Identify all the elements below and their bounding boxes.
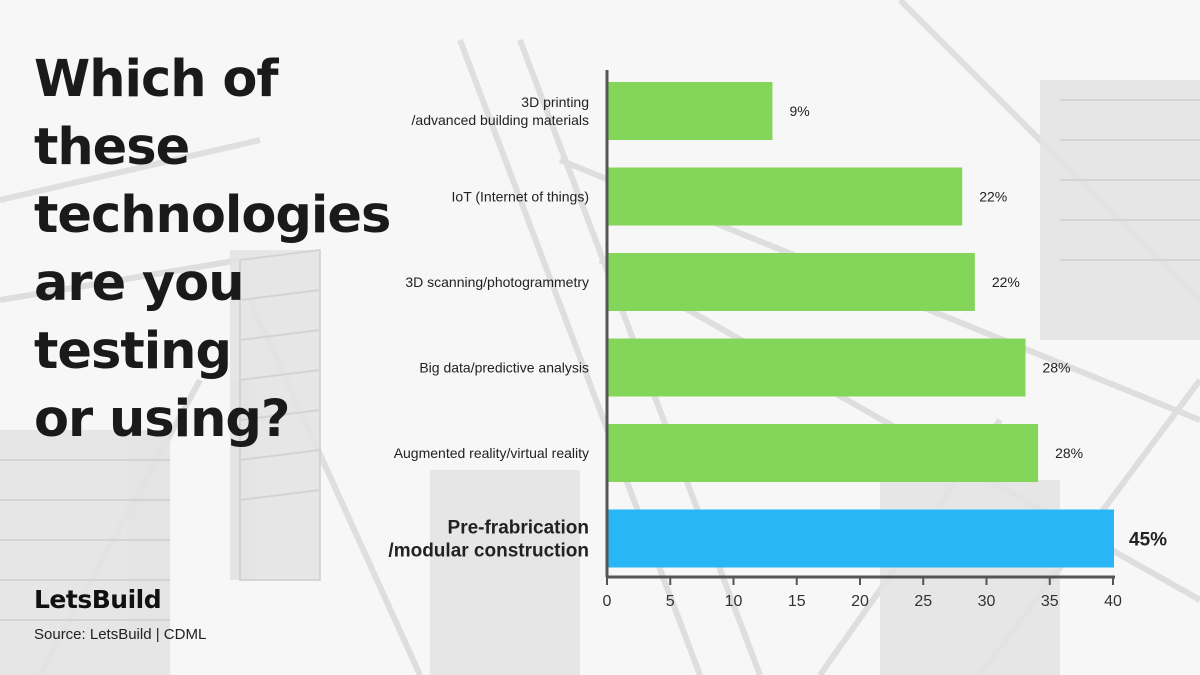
category-label: Big data/predictive analysis bbox=[419, 359, 589, 375]
bar bbox=[608, 424, 1039, 482]
data-label: 28% bbox=[1042, 360, 1070, 376]
chart-title: Which of these technologies are you test… bbox=[34, 46, 394, 454]
x-tick-label: 40 bbox=[1104, 593, 1122, 610]
title-line: are you bbox=[34, 254, 245, 313]
bar bbox=[608, 338, 1026, 397]
category-label: Pre-frabrication/modular construction bbox=[388, 518, 589, 562]
brand-logo: LetsBuild bbox=[34, 585, 162, 614]
x-tick-label: 25 bbox=[914, 593, 932, 610]
category-label: 3D scanning/photogrammetry bbox=[405, 274, 589, 290]
category-label: IoT (Internet of things) bbox=[452, 188, 589, 204]
data-label: 28% bbox=[1055, 445, 1083, 461]
x-tick-label: 20 bbox=[851, 593, 869, 610]
title-line: testing bbox=[34, 322, 232, 381]
title-line: or using? bbox=[34, 390, 291, 449]
data-label: 22% bbox=[992, 274, 1020, 290]
x-tick-label: 0 bbox=[603, 593, 612, 610]
bar bbox=[608, 509, 1114, 568]
source-note: Source: LetsBuild | CDML bbox=[34, 626, 207, 643]
data-label: 22% bbox=[979, 189, 1007, 205]
x-tick-label: 35 bbox=[1041, 593, 1059, 610]
bar bbox=[608, 82, 773, 140]
data-label: 9% bbox=[789, 103, 809, 119]
x-tick-label: 10 bbox=[725, 593, 743, 610]
x-tick-label: 5 bbox=[666, 593, 675, 610]
title-line: Which of bbox=[34, 50, 279, 109]
bar bbox=[608, 253, 975, 311]
category-label: 3D printing/advanced building materials bbox=[412, 94, 589, 128]
x-tick-label: 15 bbox=[788, 593, 806, 610]
title-line: these bbox=[34, 118, 190, 177]
x-tick-label: 30 bbox=[978, 593, 996, 610]
bar bbox=[608, 167, 963, 226]
data-label: 45% bbox=[1129, 530, 1167, 551]
category-label: Augmented reality/virtual reality bbox=[394, 445, 589, 461]
title-line: technologies bbox=[34, 186, 391, 245]
